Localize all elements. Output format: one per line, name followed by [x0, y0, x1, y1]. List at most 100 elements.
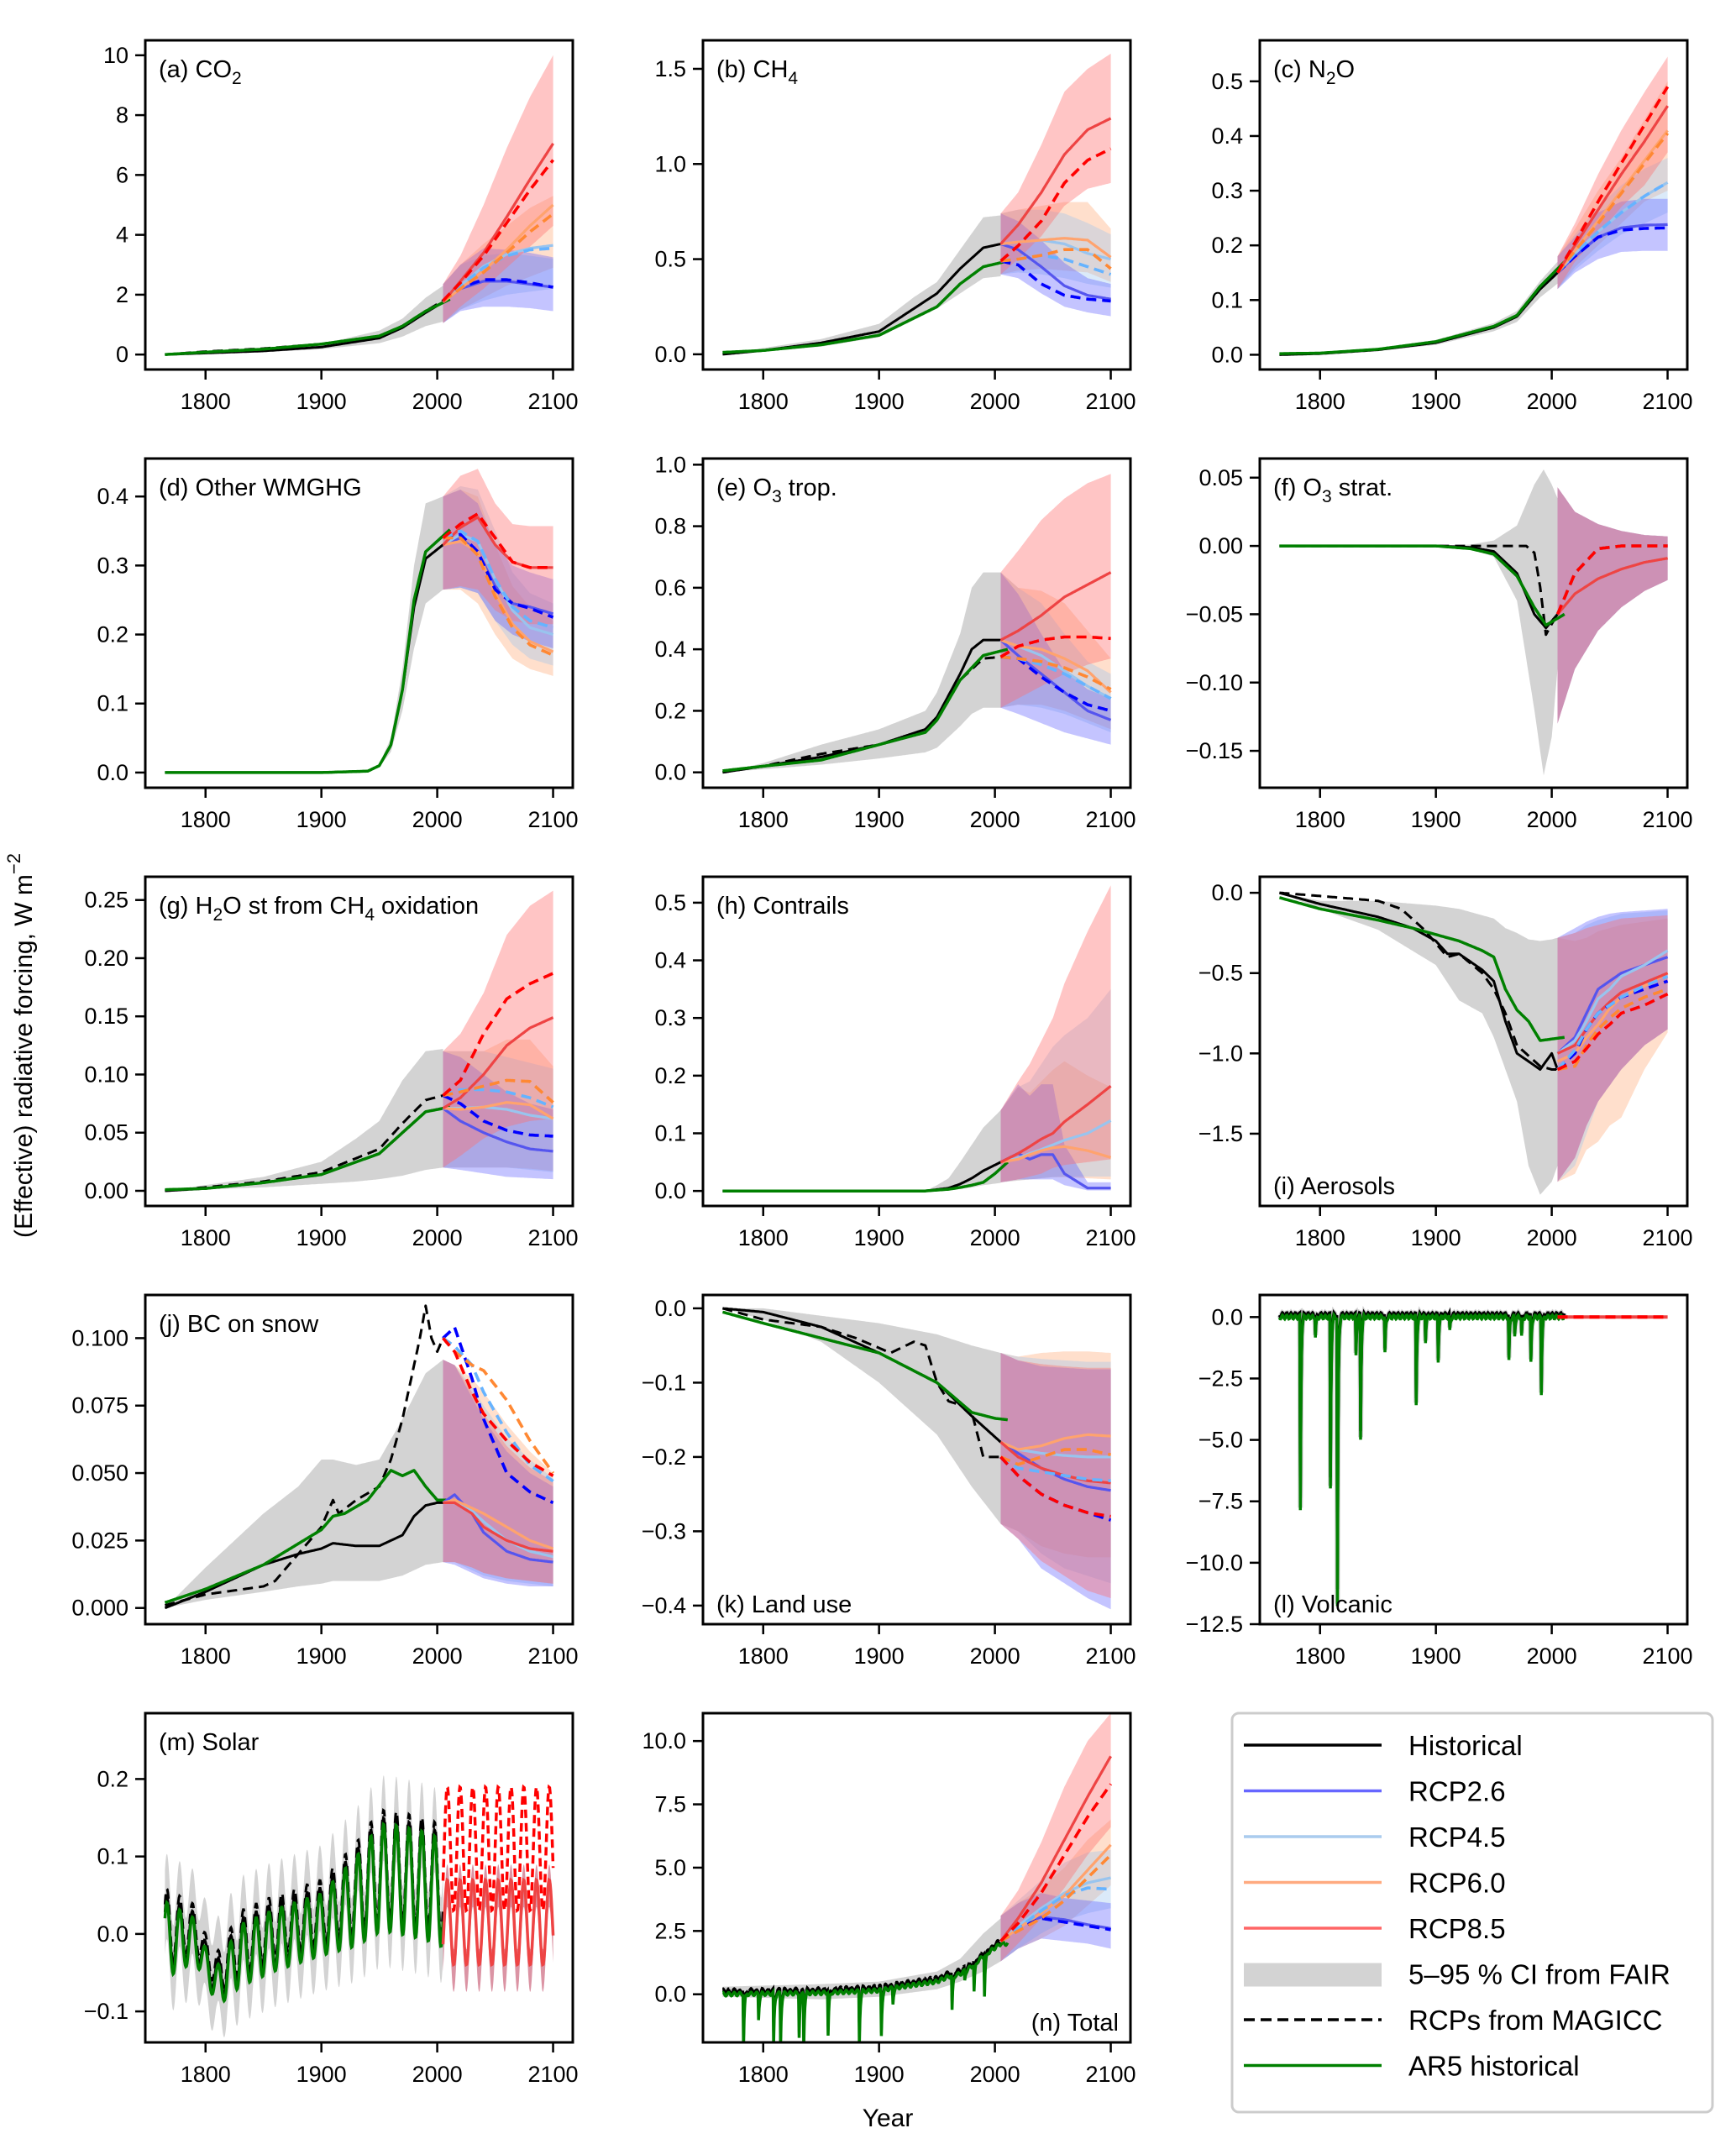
y-tick-label: −5.0 — [1198, 1428, 1243, 1453]
panel-m: 1800 1900 2000 2100 −0.1 0.0 0.1 0.2 (m) Solar — [84, 1712, 579, 2087]
panel-title-text: (k) Land use — [716, 1591, 852, 1618]
legend-label: RCPs from MAGICC — [1408, 2005, 1663, 2036]
rcp26-magicc-line — [1556, 226, 1668, 275]
ci-rcp26-band — [1000, 1084, 1111, 1191]
rcp85-line — [999, 117, 1112, 245]
x-tick-label: 2100 — [1643, 807, 1693, 832]
rcp45-magicc-line — [1556, 974, 1669, 1071]
panel-title-text: (n) Total — [1031, 2010, 1119, 2037]
x-tick-label: 2100 — [528, 1643, 579, 1669]
rcp85-line — [999, 1755, 1112, 1942]
ar5-historical-line — [163, 1822, 445, 2004]
panel-title: (j) BC on snow — [159, 1311, 319, 1338]
y-tick-label: 0.5 — [654, 247, 686, 272]
x-tick-label: 1900 — [1411, 389, 1461, 414]
rcp85-line — [999, 1084, 1112, 1164]
historical-magicc-line — [1279, 544, 1559, 637]
ar5-historical-line — [1279, 544, 1566, 627]
y-tick-label: 2.5 — [654, 1918, 686, 1943]
ar5-historical-line — [721, 1940, 1010, 2042]
axes-frame — [1258, 39, 1689, 371]
y-tick-label: 0.2 — [97, 622, 128, 647]
legend-item: AR5 historical — [1244, 2051, 1580, 2082]
ci-rcp85-band — [1557, 487, 1668, 724]
legend-item: RCP2.6 — [1244, 1776, 1506, 1807]
plot-area — [1279, 469, 1668, 776]
y-tick-label: 4 — [116, 223, 128, 248]
panel-title-subscript: 3 — [1322, 487, 1332, 506]
x-tick-label: 1900 — [854, 1225, 905, 1250]
panel-title-suffix: trop. — [782, 474, 837, 501]
y-tick-label: 0.2 — [654, 698, 686, 723]
rcp85-magicc-line — [442, 1337, 554, 1477]
y-tick-label: 0.0 — [97, 760, 128, 785]
y-tick-label: −0.2 — [642, 1444, 686, 1470]
ci-rcp85-band — [443, 1360, 553, 1584]
y-tick-label: −0.10 — [1186, 670, 1243, 695]
ci-historical-band — [722, 1308, 1001, 1524]
axes-frame — [144, 875, 574, 1208]
ci-historical-band — [1279, 893, 1558, 1195]
x-tick-label: 2100 — [1086, 807, 1136, 832]
x-tick-label: 1900 — [854, 807, 905, 832]
panel-b: 1800 1900 2000 2100 0.0 0.5 1.0 1.5 (b) CH4 — [654, 39, 1136, 414]
panel-title: (f) O3 strat. — [1273, 474, 1392, 506]
x-tick-label: 1900 — [854, 2062, 905, 2087]
legend-item: RCP4.5 — [1244, 1822, 1506, 1853]
panel-title-text: (h) Contrails — [716, 893, 849, 920]
panel-i: 1800 1900 2000 2100 −1.5 −1.0 −0.5 0.0 (i) Aeros… — [1198, 875, 1693, 1250]
panel-k: 1800 1900 2000 2100 −0.4 −0.3 −0.2 −0.1 0.0 (k) L… — [642, 1293, 1136, 1669]
ar5-historical-line — [722, 259, 1009, 354]
panel-title-text: (i) Aerosols — [1273, 1173, 1395, 1200]
x-tick-label: 2000 — [970, 807, 1020, 832]
ci-rcp45-band — [443, 1360, 553, 1586]
y-tick-label: 0.05 — [84, 1120, 128, 1145]
ci-rcp85-band — [1000, 1713, 1111, 1962]
y-tick-label: −1.0 — [1198, 1041, 1243, 1066]
panel-title-text: (l) Volcanic — [1273, 1591, 1392, 1618]
ar5-historical-line — [722, 1310, 1009, 1422]
historical-line — [165, 543, 444, 774]
y-tick-label: 0.3 — [1211, 178, 1243, 203]
ar5-historical-line — [165, 297, 451, 356]
rcp85-line — [1556, 972, 1669, 1055]
legend-label: 5–95 % CI from FAIR — [1408, 1959, 1670, 1990]
rcp60-line — [443, 540, 554, 653]
axes-frame — [1258, 457, 1689, 789]
rcp26-line — [1000, 242, 1111, 301]
x-tick-label: 1800 — [181, 1225, 231, 1250]
plot-area — [164, 1304, 555, 1610]
x-tick-label: 2000 — [412, 1643, 463, 1669]
ci-rcp26-band — [1000, 1353, 1111, 1610]
legend-item: RCP8.5 — [1244, 1913, 1506, 1944]
y-tick-label: 0.6 — [654, 575, 686, 600]
y-tick-label: 10 — [103, 43, 128, 68]
x-tick-label: 2000 — [970, 1643, 1020, 1669]
y-tick-label: 0.4 — [97, 484, 128, 509]
ci-rcp45-band — [1000, 209, 1111, 288]
y-tick-label: 0.0 — [654, 1296, 686, 1321]
y-tick-label: 0.25 — [84, 888, 128, 913]
panel-title-text: (g) H — [159, 893, 212, 920]
rcp85-line — [442, 1016, 554, 1109]
rcp60-line — [443, 1498, 554, 1550]
y-tick-label: −0.1 — [642, 1370, 686, 1395]
panel-title-suffix: strat. — [1332, 474, 1393, 501]
rcp85-magicc-line — [1556, 992, 1669, 1072]
y-tick-label: 0.2 — [1211, 233, 1243, 258]
panel-title: (e) O3 trop. — [716, 474, 837, 506]
ci-rcp60-band — [443, 1360, 553, 1584]
y-tick-label: −0.5 — [1198, 961, 1243, 986]
y-tick-label: 0.3 — [97, 553, 128, 578]
axes-frame — [144, 39, 574, 371]
rcp85-line — [442, 516, 553, 569]
y-tick-label: 0.00 — [1198, 533, 1243, 558]
x-tick-label: 2000 — [1527, 807, 1577, 832]
rcp60-magicc-line — [999, 1853, 1112, 1942]
y-tick-label: 0.000 — [71, 1596, 128, 1621]
y-tick-label: −0.3 — [642, 1518, 686, 1544]
y-axis-label-text: (Effective) radiative forcing, W m — [10, 874, 38, 1238]
x-tick-label: 2000 — [970, 389, 1020, 414]
rcp60-magicc-line — [999, 1448, 1111, 1466]
legend: Historical RCP2.6 RCP4.5 RCP6.0 RCP8.5 5–95 %… — [1230, 1712, 1714, 2114]
